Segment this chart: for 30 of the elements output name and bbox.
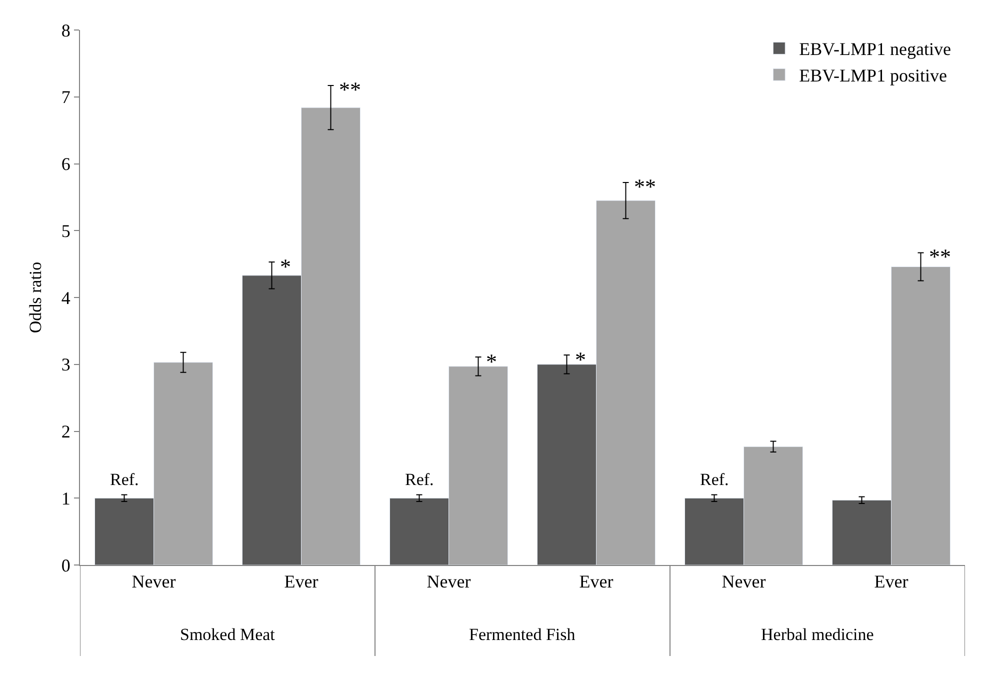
legend-label: EBV-LMP1 negative [799, 39, 951, 60]
x-tick-label: Ever [579, 572, 614, 592]
y-tick-label: 6 [61, 154, 70, 174]
y-axis-title: Odds ratio [26, 262, 45, 334]
data-label: Ref. [405, 470, 434, 489]
y-tick-label: 7 [61, 87, 70, 108]
data-label: Ref. [110, 470, 139, 489]
y-tick-label: 4 [61, 288, 70, 308]
y-tick-label: 0 [61, 555, 70, 576]
y-tick-label: 5 [61, 220, 70, 241]
y-tick-label: 1 [61, 488, 70, 508]
y-tick-label: 3 [61, 354, 70, 375]
data-label: ** [929, 244, 951, 269]
text: Herbal medicine [761, 625, 874, 644]
x-tick-label: Never [132, 572, 176, 592]
legend-label: EBV-LMP1 positive [799, 66, 948, 86]
data-label: ** [634, 174, 656, 199]
data-label: ** [339, 77, 361, 102]
data-label: * [575, 347, 586, 372]
data-label: * [486, 349, 497, 374]
text: Fermented Fish [469, 625, 576, 644]
x-tick-label: Ever [284, 572, 318, 592]
text: Smoked Meat [180, 625, 276, 644]
x-tick-label: Never [722, 572, 766, 592]
y-tick-label: 8 [61, 20, 70, 40]
data-label: Ref. [700, 470, 729, 489]
data-label: * [280, 254, 291, 279]
x-tick-label: Never [426, 572, 471, 592]
y-tick-label: 2 [61, 422, 70, 442]
x-tick-label: Ever [874, 572, 908, 592]
